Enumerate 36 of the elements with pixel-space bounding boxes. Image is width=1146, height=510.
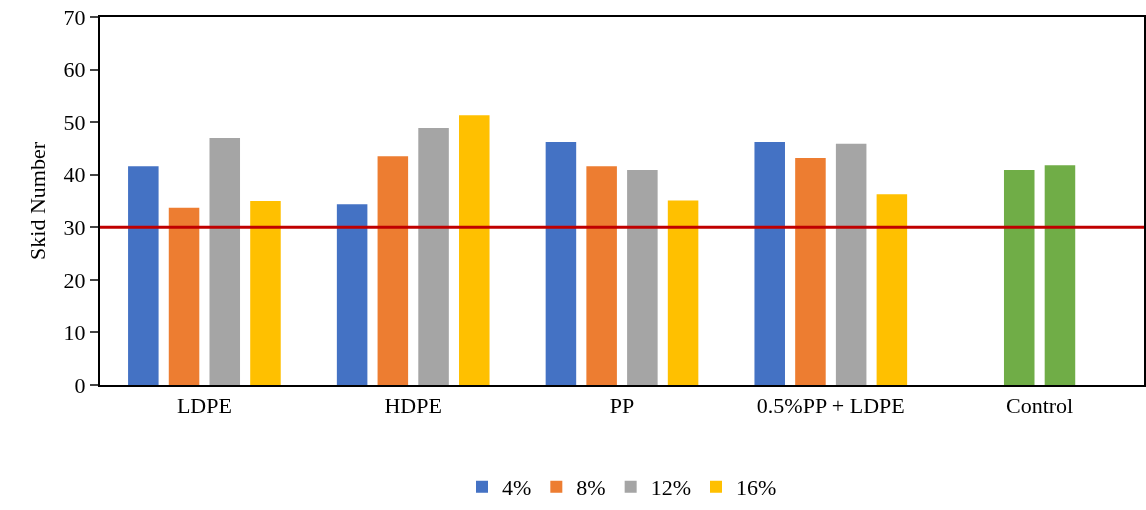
y-tick-label: 50: [63, 109, 86, 135]
legend-label: 8%: [576, 475, 606, 501]
y-tick-label: 70: [63, 4, 86, 30]
bar: [545, 142, 577, 385]
bar: [209, 137, 241, 385]
bar: [250, 201, 281, 385]
bar: [1003, 169, 1035, 385]
bar: [1044, 165, 1076, 385]
y-tick-label: 30: [63, 214, 86, 240]
y-tick-label: 60: [63, 57, 86, 83]
y-tick-label: 40: [63, 162, 86, 188]
legend-label: 4%: [502, 475, 532, 501]
bar: [459, 115, 490, 385]
bar: [876, 194, 908, 385]
y-tick-label: 20: [63, 267, 86, 293]
x-tick-label: LDPE: [176, 393, 232, 419]
bar: [835, 143, 867, 385]
x-tick-label: HDPE: [384, 393, 442, 419]
x-tick-label: 0.5%PP + LDPE: [756, 393, 905, 419]
y-tick-label: 0: [74, 372, 86, 398]
bar: [168, 207, 200, 385]
y-axis-title: Skid Number: [24, 141, 50, 260]
bar: [377, 156, 409, 385]
bar: [627, 169, 658, 385]
legend-label: 16%: [735, 475, 777, 501]
bar: [418, 127, 449, 385]
x-tick-label: PP: [609, 393, 635, 419]
bar: [754, 142, 785, 385]
legend-label: 12%: [650, 475, 691, 501]
bar: [586, 166, 617, 385]
bar: [128, 166, 159, 385]
bar: [795, 157, 826, 385]
bar: [336, 204, 368, 385]
y-tick-label: 10: [63, 320, 86, 346]
x-tick-label: Control: [1005, 393, 1074, 419]
bar: [667, 200, 699, 385]
